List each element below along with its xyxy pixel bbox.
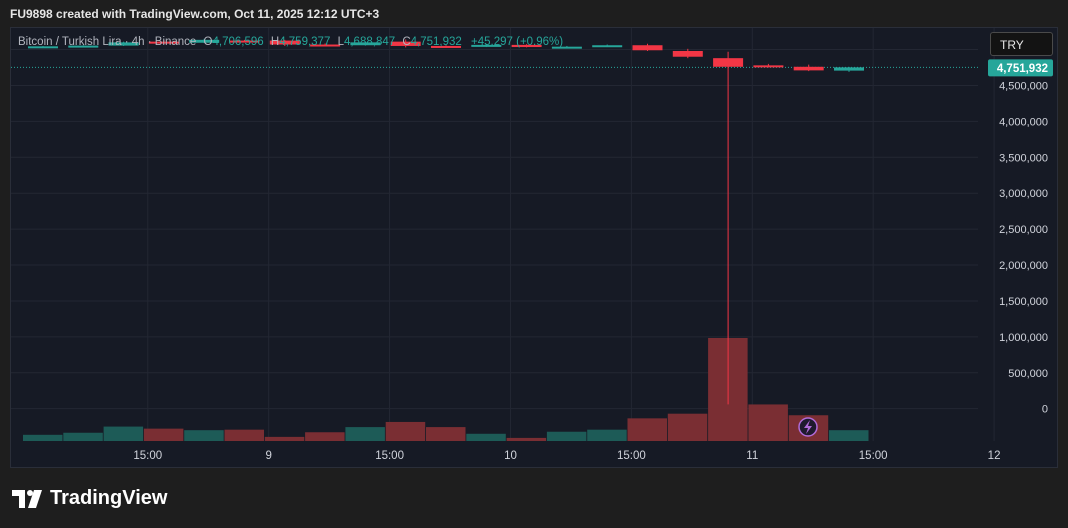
y-tick-label: 3,500,000 (999, 152, 1048, 164)
candle-body (189, 39, 220, 43)
low-label: L (337, 36, 344, 48)
brand-name: TradingView (50, 487, 168, 509)
candle-body (632, 45, 663, 51)
high-label: H (270, 36, 280, 48)
symbol-title: Bitcoin / Turkish Lira · 4h · Binance (18, 36, 197, 48)
volume-bar (23, 434, 63, 441)
candle-body (511, 44, 542, 48)
volume-bar (224, 429, 264, 441)
open-label: O (203, 36, 213, 48)
x-tick-label: 15:00 (133, 450, 162, 462)
volume-bar (587, 429, 627, 441)
volume-bar (264, 436, 305, 441)
volume-bar (305, 432, 345, 441)
volume-bar (748, 404, 788, 441)
volume-bar (506, 437, 547, 441)
ohlc-legend: Bitcoin / Turkish Lira · 4h · Binance O4… (18, 36, 563, 48)
chart-panel[interactable] (10, 27, 1058, 468)
candle-body (350, 42, 381, 46)
candle-body (471, 44, 502, 47)
candle-body (753, 65, 784, 68)
x-tick-label: 15:00 (375, 450, 404, 462)
volume-bar (143, 428, 184, 441)
candle-body (551, 46, 582, 49)
change-value: +45,297 (+0.96%) (471, 36, 564, 48)
open-value: 4,706,596 (212, 36, 264, 48)
candle-body (229, 40, 260, 43)
candle-body (28, 46, 58, 49)
volume-bar (426, 427, 466, 441)
candle-body (108, 42, 139, 46)
x-tick-label: 15:00 (859, 450, 888, 462)
y-tick-label: 2,000,000 (999, 260, 1048, 272)
x-tick-label: 9 (265, 450, 271, 462)
volume-bar (466, 433, 506, 441)
candle-body (431, 45, 461, 48)
close-label: C (402, 36, 411, 48)
close-value: 4,751,932 (410, 36, 462, 48)
candle-body (834, 67, 864, 71)
price-tag-bg (988, 59, 1053, 77)
volume-bar (184, 430, 224, 441)
volume-bar (546, 431, 587, 441)
lightning-bolt (804, 420, 812, 434)
candle-body (68, 45, 99, 48)
volume-bar (345, 427, 385, 441)
chart-credit: FU9898 created with TradingView.com, Oct… (10, 7, 380, 21)
candle-body (713, 58, 744, 67)
candle-body (672, 50, 703, 57)
x-tick-label: 12 (988, 450, 1001, 462)
candle-body (592, 45, 623, 48)
y-tick-label: 2,500,000 (999, 224, 1048, 236)
price-tag: 4,751,932 (997, 63, 1048, 75)
tradingview-logo: TradingView (12, 487, 167, 510)
volume-bar (63, 432, 103, 441)
y-tick-label: 4,000,000 (999, 116, 1048, 128)
candle-body (310, 44, 341, 47)
y-tick-label: 0 (1042, 404, 1048, 416)
y-tick-label: 1,500,000 (999, 296, 1048, 308)
currency-button[interactable]: TRY (990, 32, 1053, 56)
volume-bar (103, 426, 144, 441)
high-value: 4,759,377 (279, 36, 331, 48)
volume-bar (829, 430, 869, 441)
candle-body (148, 41, 179, 44)
x-tick-label: 10 (504, 450, 517, 462)
volume-bar (385, 421, 426, 441)
y-tick-label: 500,000 (1008, 368, 1048, 380)
candle-body (793, 66, 824, 71)
y-tick-label: 1,000,000 (999, 332, 1048, 344)
y-tick-label: 3,000,000 (999, 188, 1048, 200)
candle-body (269, 40, 300, 45)
x-tick-label: 11 (746, 450, 758, 462)
tradingview-logo-icon (12, 489, 42, 508)
x-tick-label: 15:00 (617, 450, 646, 462)
low-value: 4,688,847 (343, 36, 396, 48)
y-tick-label: 4,500,000 (999, 80, 1048, 92)
volume-bar (667, 413, 708, 441)
volume-bar (627, 418, 667, 441)
candle-body (390, 41, 421, 46)
